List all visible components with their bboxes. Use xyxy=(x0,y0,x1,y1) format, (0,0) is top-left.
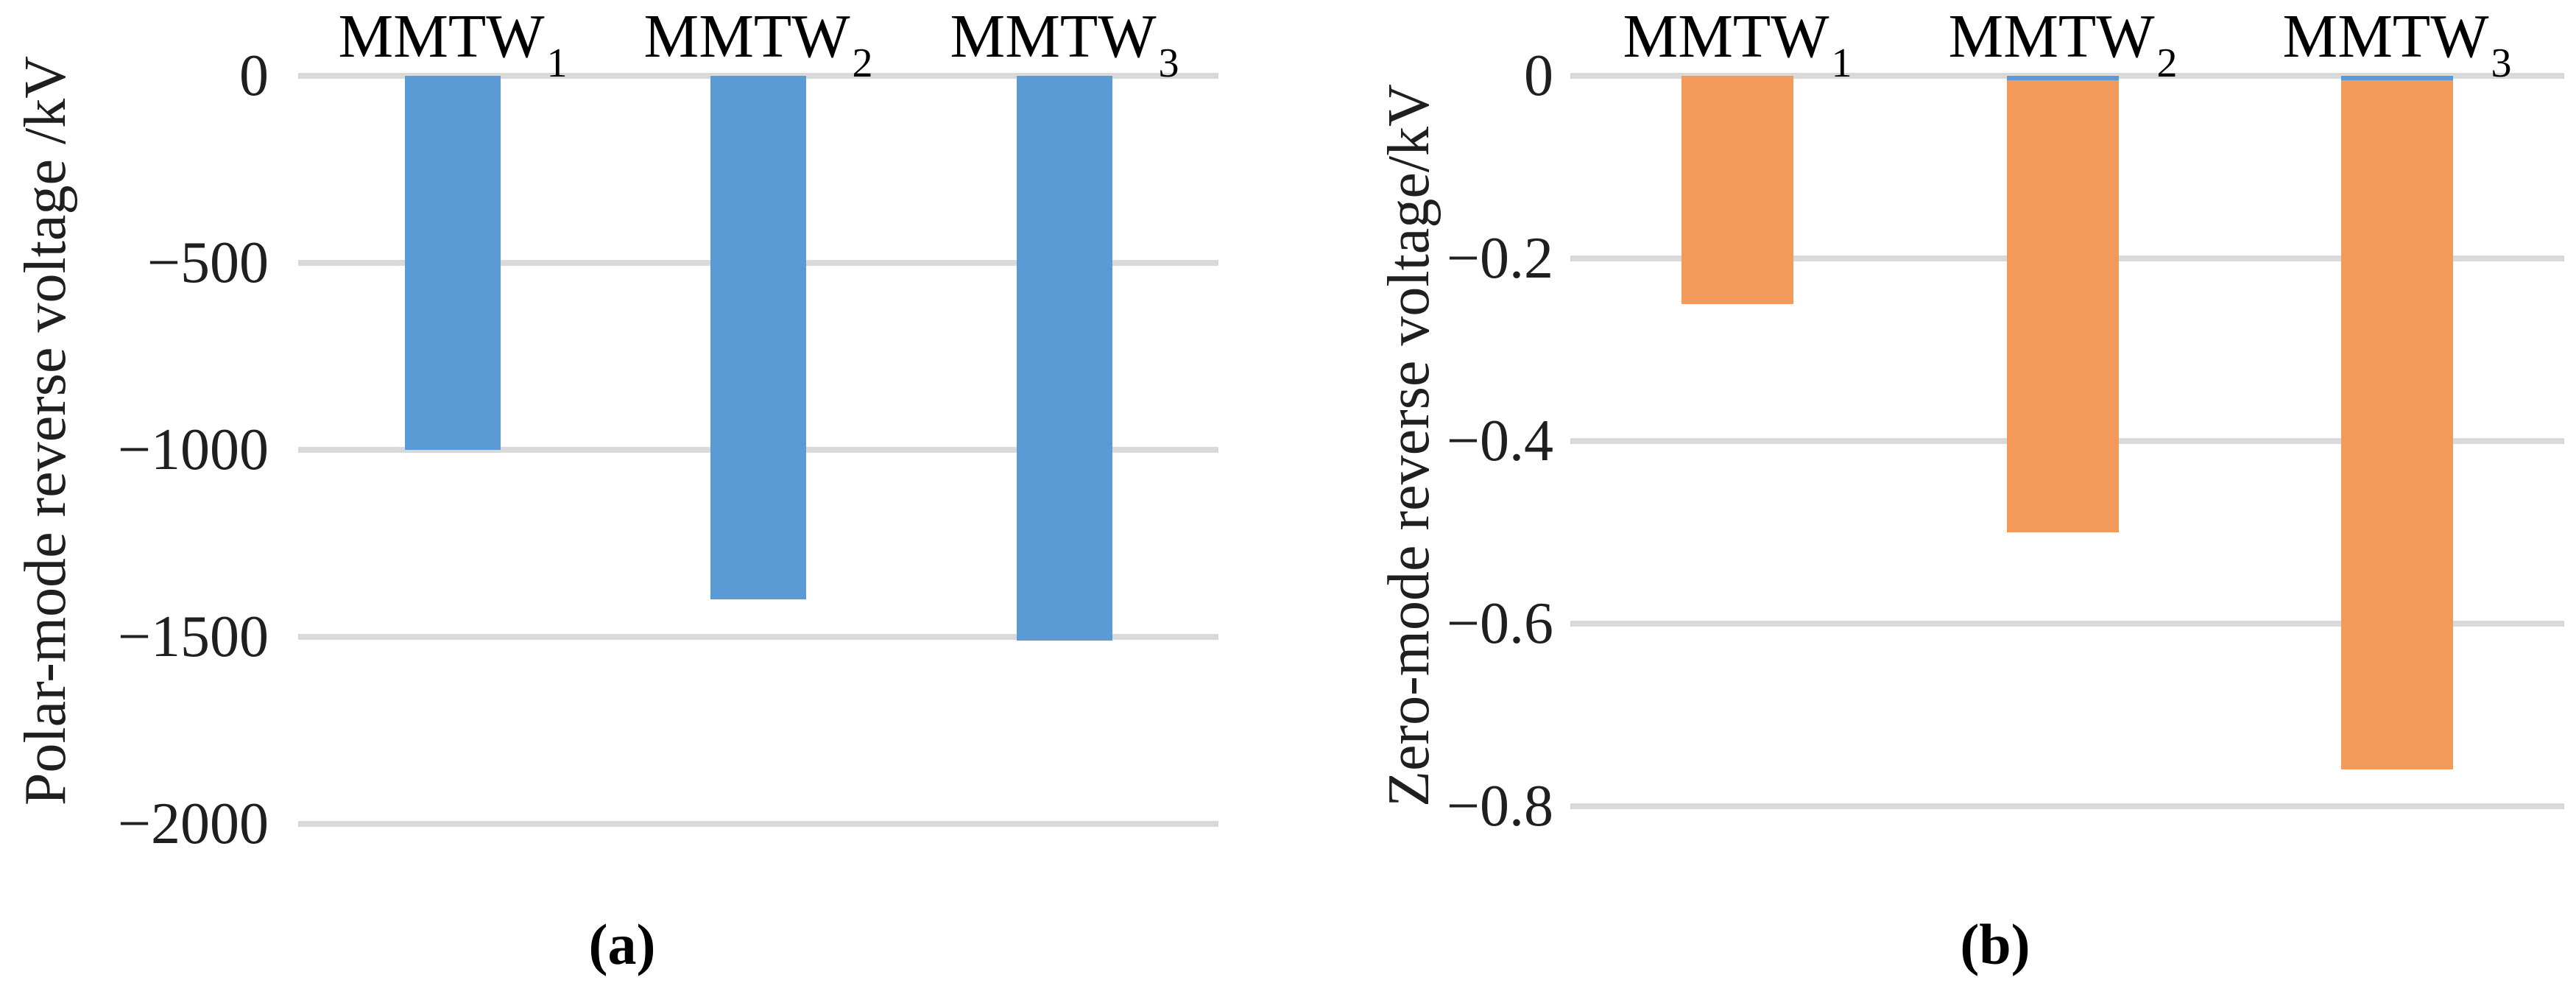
y-tick-label: −0.2 xyxy=(1446,226,1553,291)
bar-mmtw1 xyxy=(1682,76,1793,304)
y-axis-label-polar-mode: Polar-mode reverse voltage /kV xyxy=(13,55,78,806)
gridline xyxy=(298,634,1218,640)
y-tick-label: −0.6 xyxy=(1446,591,1553,656)
gridline xyxy=(1570,255,2564,261)
y-tick-label: 0 xyxy=(239,43,269,108)
y-axis-label-zero-mode: Zero-mode reverse voltage/kV xyxy=(1377,84,1441,807)
bar-top-cap xyxy=(2007,76,2119,80)
gridline xyxy=(298,821,1218,827)
caption-a: (a) xyxy=(588,912,656,976)
gridline xyxy=(298,73,1218,79)
category-label-mmtw2: MMTW 2 xyxy=(1948,2,2178,86)
y-tick-label: 0 xyxy=(1524,43,1553,108)
gridline xyxy=(298,447,1218,453)
caption-b: (b) xyxy=(1960,912,2030,976)
gridline xyxy=(298,260,1218,266)
gridline xyxy=(1570,438,2564,444)
bar-mmtw3 xyxy=(2341,76,2453,770)
bar-mmtw1 xyxy=(405,76,501,450)
y-tick-label: −1500 xyxy=(117,604,269,669)
y-tick-label: −0.8 xyxy=(1446,774,1553,839)
category-label-mmtw1: MMTW 1 xyxy=(338,2,568,86)
bar-top-cap xyxy=(2341,76,2453,80)
category-label-mmtw2: MMTW 2 xyxy=(643,2,873,86)
y-tick-label: −2000 xyxy=(117,792,269,856)
gridline xyxy=(1570,73,2564,79)
y-tick-label: −500 xyxy=(147,230,269,295)
category-label-mmtw3: MMTW 3 xyxy=(2282,2,2512,86)
y-tick-label: −1000 xyxy=(117,417,269,482)
gridline xyxy=(1570,803,2564,809)
category-label-mmtw3: MMTW 3 xyxy=(950,2,1179,86)
bar-mmtw2 xyxy=(2007,76,2119,532)
gridline xyxy=(1570,621,2564,627)
bar-mmtw2 xyxy=(710,76,806,600)
bar-mmtw3 xyxy=(1017,76,1112,641)
y-tick-label: −0.4 xyxy=(1446,409,1553,473)
category-label-mmtw1: MMTW 1 xyxy=(1623,2,1852,86)
